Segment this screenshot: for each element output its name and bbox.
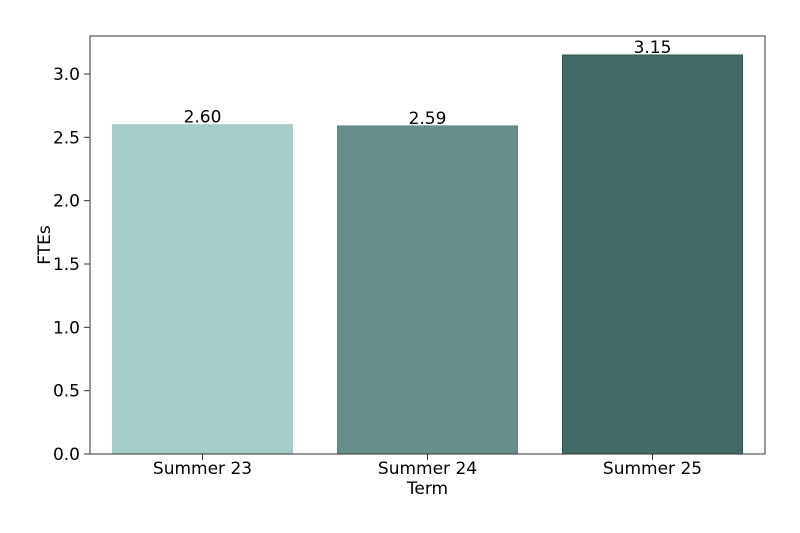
y-axis: 0.0 0.5 1.0 1.5 2.0 2.5 3.0 bbox=[53, 65, 90, 465]
data-label: 2.60 bbox=[184, 108, 222, 128]
bar-summer-25 bbox=[562, 54, 743, 455]
x-tick-label: Summer 23 bbox=[153, 459, 252, 479]
data-label: 2.59 bbox=[409, 109, 447, 129]
bar-summer-24 bbox=[337, 125, 518, 455]
x-tick-label: Summer 24 bbox=[378, 459, 477, 479]
x-tick-label: Summer 25 bbox=[603, 459, 702, 479]
y-tick-label: 2.5 bbox=[53, 128, 80, 148]
x-axis-title: Term bbox=[406, 479, 448, 499]
y-axis-title: FTEs bbox=[35, 225, 55, 265]
y-tick-label: 0.0 bbox=[53, 445, 80, 465]
plot-area: 2.60 2.59 3.15 bbox=[112, 38, 743, 455]
y-tick-label: 1.0 bbox=[53, 318, 80, 338]
data-label: 3.15 bbox=[634, 38, 672, 58]
y-tick-label: 3.0 bbox=[53, 65, 80, 85]
y-tick-label: 2.0 bbox=[53, 192, 80, 212]
x-axis: Summer 23 Summer 24 Summer 25 bbox=[153, 454, 702, 479]
bar-summer-23 bbox=[112, 124, 293, 455]
y-tick-label: 1.5 bbox=[53, 255, 80, 275]
y-tick-label: 0.5 bbox=[53, 382, 80, 402]
